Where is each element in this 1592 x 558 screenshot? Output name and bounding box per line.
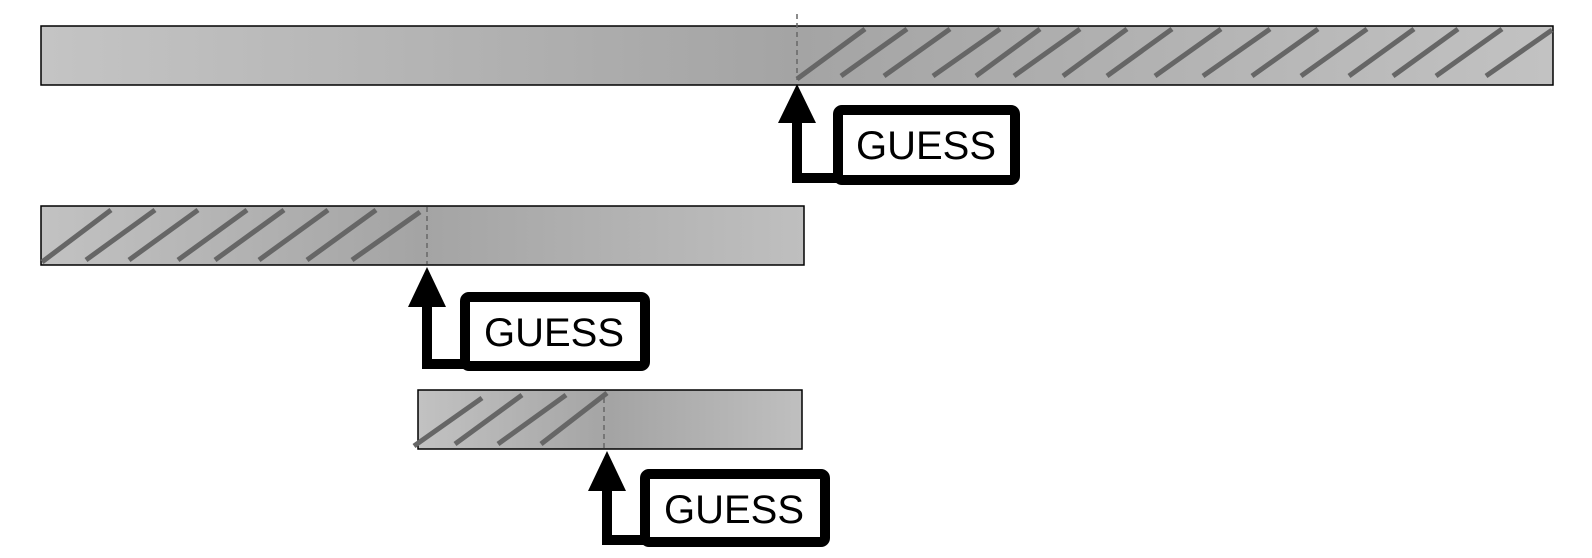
guess-label-3: GUESS — [664, 488, 804, 532]
guess-label-1: GUESS — [856, 124, 996, 168]
hatched-region-2 — [40, 207, 422, 264]
range-bar-2 — [40, 205, 805, 266]
search-row-3: GUESS — [412, 389, 830, 547]
search-row-2: GUESS — [40, 205, 805, 371]
range-bar-3 — [417, 389, 803, 450]
guess-box-3 — [640, 469, 830, 547]
hatched-region-1 — [795, 26, 1554, 82]
guess-box-2 — [460, 292, 650, 371]
search-row-1: GUESS — [40, 14, 1554, 185]
guess-label-2: GUESS — [484, 311, 624, 355]
guess-box-1 — [833, 105, 1020, 185]
hatched-region-3 — [412, 391, 609, 449]
